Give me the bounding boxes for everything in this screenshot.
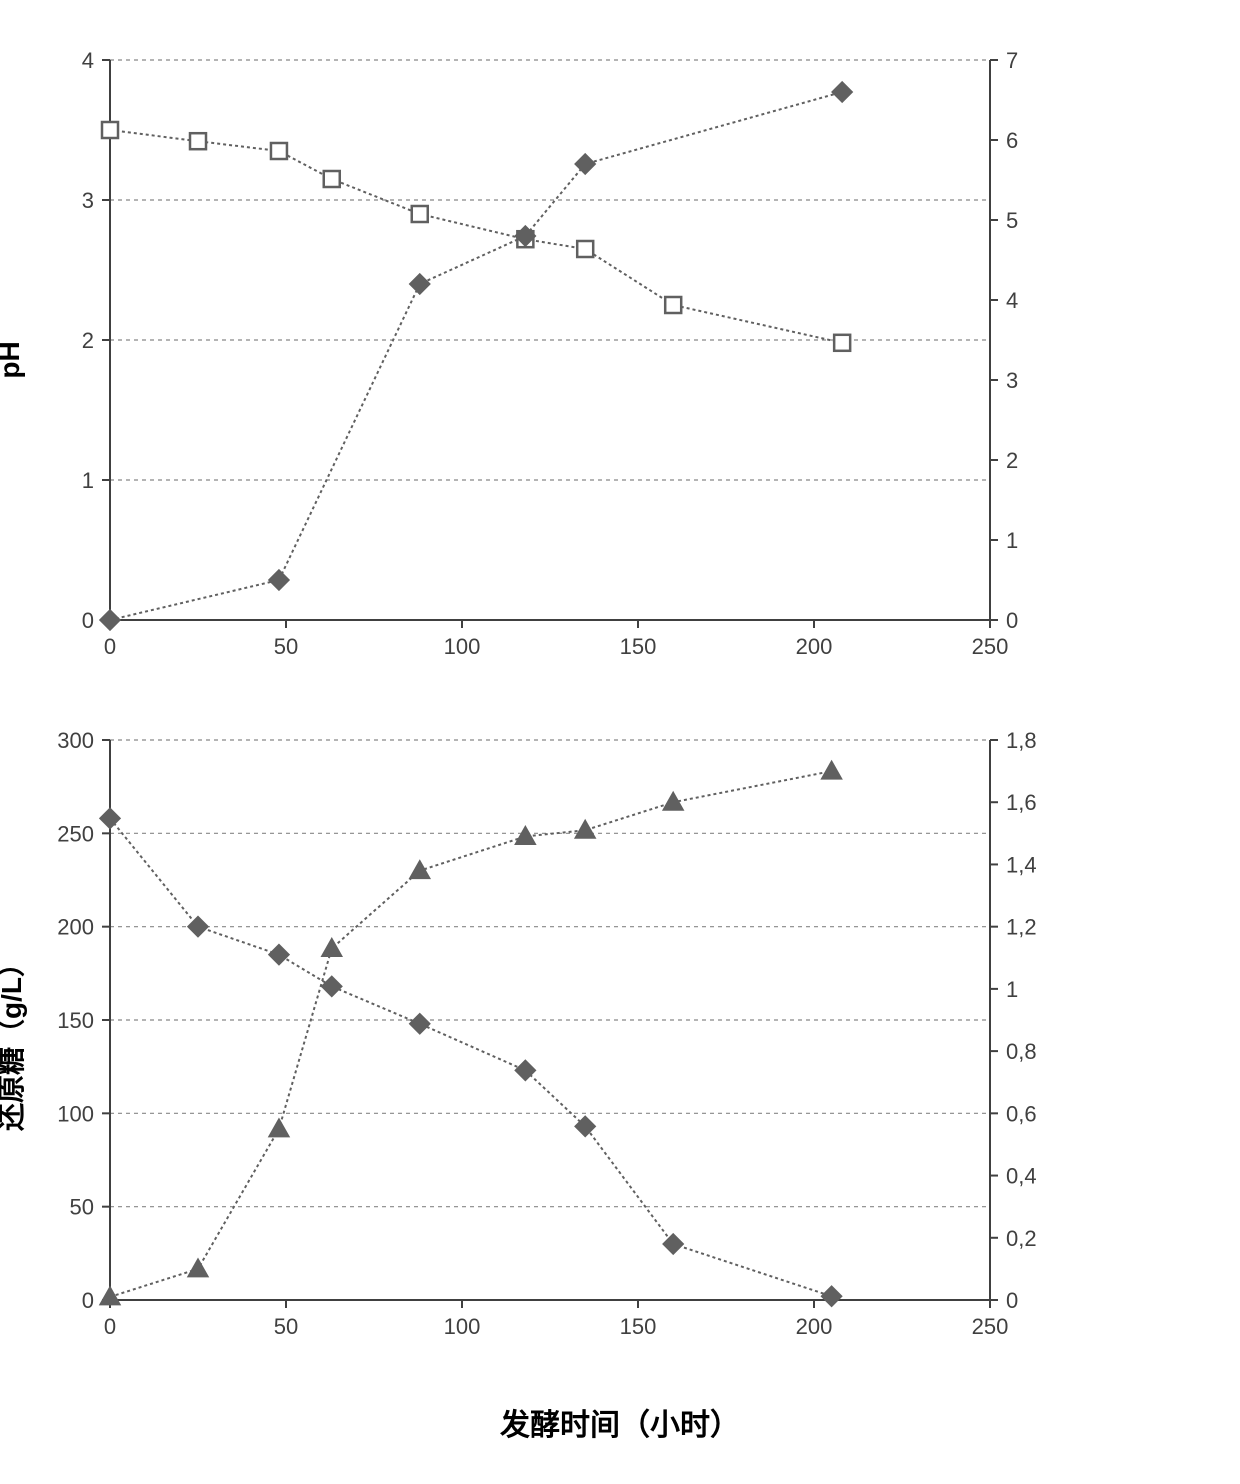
svg-text:300: 300 (57, 728, 94, 753)
svg-text:2: 2 (1006, 448, 1018, 473)
svg-text:0: 0 (82, 608, 94, 633)
svg-text:1,2: 1,2 (1006, 915, 1037, 940)
svg-text:250: 250 (972, 1314, 1009, 1339)
x-axis-label: 发酵时间（小时） (20, 1400, 1220, 1444)
svg-text:100: 100 (444, 1314, 481, 1339)
svg-text:2: 2 (82, 328, 94, 353)
svg-text:1: 1 (1006, 528, 1018, 553)
svg-text:0,6: 0,6 (1006, 1101, 1037, 1126)
svg-text:50: 50 (70, 1195, 94, 1220)
svg-text:4: 4 (1006, 288, 1018, 313)
svg-text:100: 100 (57, 1101, 94, 1126)
svg-text:100: 100 (444, 634, 481, 659)
svg-text:150: 150 (57, 1008, 94, 1033)
svg-text:6: 6 (1006, 128, 1018, 153)
bottom-y1-label: 还原糖（g/L） (0, 949, 30, 1131)
svg-text:7: 7 (1006, 48, 1018, 73)
svg-text:0: 0 (1006, 608, 1018, 633)
svg-text:0: 0 (104, 1314, 116, 1339)
figure-container: pH 0501001502002500123401234567 乙醇浓度（%v/… (20, 40, 1220, 1444)
svg-text:0: 0 (104, 634, 116, 659)
svg-text:0: 0 (1006, 1288, 1018, 1313)
svg-text:0,2: 0,2 (1006, 1226, 1037, 1251)
svg-text:1,6: 1,6 (1006, 790, 1037, 815)
svg-text:4: 4 (82, 48, 94, 73)
svg-text:250: 250 (57, 821, 94, 846)
svg-text:250: 250 (972, 634, 1009, 659)
svg-text:50: 50 (274, 634, 298, 659)
bottom-chart: 还原糖（g/L） 0501001502002500501001502002503… (20, 720, 1220, 1360)
svg-text:3: 3 (82, 188, 94, 213)
svg-text:3: 3 (1006, 368, 1018, 393)
svg-text:200: 200 (57, 915, 94, 940)
top-chart: pH 0501001502002500123401234567 乙醇浓度（%v/… (20, 40, 1220, 680)
svg-text:50: 50 (274, 1314, 298, 1339)
svg-text:0,8: 0,8 (1006, 1039, 1037, 1064)
svg-text:0,4: 0,4 (1006, 1164, 1037, 1189)
svg-text:0: 0 (82, 1288, 94, 1313)
top-chart-svg: 0501001502002500123401234567 (20, 40, 1080, 680)
svg-text:1,8: 1,8 (1006, 728, 1037, 753)
bottom-chart-svg: 05010015020025005010015020025030000,20,4… (20, 720, 1080, 1360)
top-y1-label: pH (0, 341, 26, 378)
svg-text:150: 150 (620, 1314, 657, 1339)
svg-text:200: 200 (796, 1314, 833, 1339)
svg-text:5: 5 (1006, 208, 1018, 233)
svg-text:200: 200 (796, 634, 833, 659)
svg-text:1,4: 1,4 (1006, 852, 1037, 877)
svg-text:1: 1 (1006, 977, 1018, 1002)
svg-text:150: 150 (620, 634, 657, 659)
svg-text:1: 1 (82, 468, 94, 493)
